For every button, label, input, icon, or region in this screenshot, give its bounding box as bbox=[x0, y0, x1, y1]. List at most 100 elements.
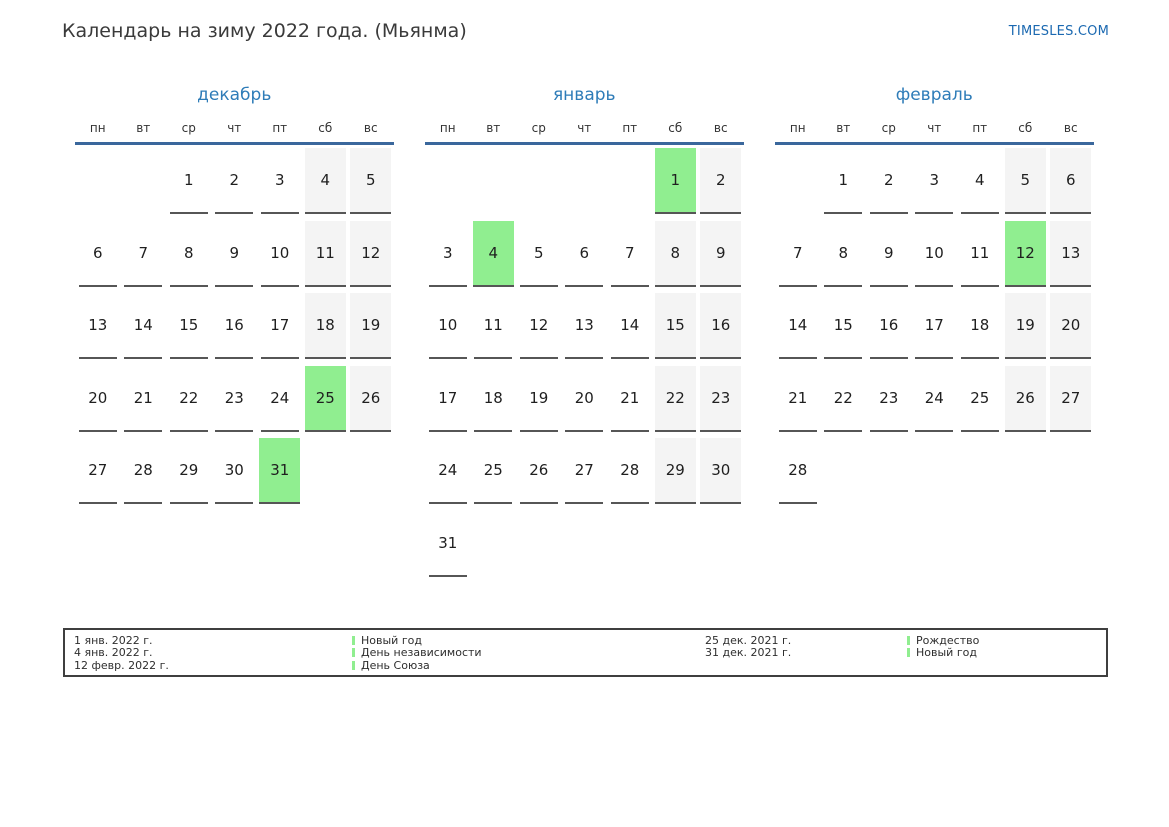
day-cell bbox=[912, 435, 958, 508]
day: 10 bbox=[428, 293, 467, 360]
day: 23 bbox=[700, 365, 742, 432]
week-row: 28 bbox=[775, 435, 1094, 508]
day-cell: 14 bbox=[775, 290, 821, 363]
day-cell: 26 bbox=[348, 363, 394, 436]
day: 7 bbox=[778, 221, 817, 287]
day-cell: 20 bbox=[1048, 290, 1094, 363]
day-cell bbox=[866, 435, 912, 508]
day: 22 bbox=[654, 365, 696, 432]
day: 15 bbox=[654, 293, 696, 360]
legend-holiday-name: Новый год bbox=[352, 634, 422, 647]
day: 13 bbox=[78, 293, 117, 360]
day: 28 bbox=[778, 438, 817, 505]
day: 23 bbox=[215, 366, 254, 432]
day: 28 bbox=[124, 438, 163, 505]
day: 29 bbox=[654, 438, 696, 505]
weekday-label: пн bbox=[89, 121, 106, 135]
day: 6 bbox=[1050, 148, 1092, 214]
month-grid: 1 2 3 4 5 6 7 8 9 10 11 12 13 14 15 16 17 18 19 20 21 22 23 24 2… bbox=[425, 145, 744, 581]
day-cell: 15 bbox=[821, 290, 867, 363]
day-cell: 21 bbox=[121, 363, 167, 436]
day-cell: 11 bbox=[957, 218, 1003, 291]
day: 24 bbox=[428, 438, 467, 505]
weekday-label: сб bbox=[318, 121, 333, 135]
day-cell bbox=[303, 435, 349, 508]
holiday-day: 4 bbox=[472, 220, 514, 287]
weekday-label: пт bbox=[272, 121, 288, 135]
day: 20 bbox=[565, 366, 604, 432]
legend-date: 31 дек. 2021 г. bbox=[705, 646, 792, 660]
day-cell: 17 bbox=[257, 290, 303, 363]
day-cell: 14 bbox=[121, 290, 167, 363]
day: 25 bbox=[474, 438, 513, 505]
day: 26 bbox=[1004, 365, 1046, 432]
day: 11 bbox=[304, 220, 346, 287]
day-cell: 31 bbox=[257, 435, 303, 508]
day: 2 bbox=[869, 148, 908, 214]
day: 8 bbox=[654, 220, 696, 287]
day-cell: 27 bbox=[1048, 363, 1094, 436]
day: 14 bbox=[778, 293, 817, 360]
day-cell: 23 bbox=[866, 363, 912, 436]
day: 6 bbox=[565, 221, 604, 287]
week-row: 10 11 12 13 14 15 16 bbox=[425, 290, 744, 363]
day-cell: 2 bbox=[212, 145, 258, 218]
holiday-marker-icon bbox=[907, 636, 910, 645]
day: 3 bbox=[260, 148, 299, 214]
weekday-label: вс bbox=[363, 121, 378, 135]
day: 11 bbox=[960, 221, 999, 287]
day-cell: 2 bbox=[866, 145, 912, 218]
day-cell: 5 bbox=[1003, 145, 1049, 218]
day-cell: 6 bbox=[75, 218, 121, 291]
day-cell: 25 bbox=[303, 363, 349, 436]
day-cell bbox=[653, 508, 699, 581]
day-cell: 28 bbox=[121, 435, 167, 508]
day-cell: 17 bbox=[425, 363, 471, 436]
day-cell bbox=[562, 145, 608, 218]
day: 24 bbox=[260, 366, 299, 432]
day: 4 bbox=[960, 148, 999, 214]
site-link[interactable]: TIMESLES.COM bbox=[1008, 24, 1109, 39]
day: 2 bbox=[700, 148, 742, 214]
weekday-row: пн вт ср чт пт сб вс bbox=[775, 114, 1094, 145]
day: 13 bbox=[1050, 220, 1092, 287]
holiday-marker-icon bbox=[352, 648, 355, 658]
legend-row: 25 дек. 2021 г. Рождество bbox=[705, 634, 979, 647]
day: 21 bbox=[778, 366, 817, 432]
day-cell: 30 bbox=[698, 435, 744, 508]
day-cell: 16 bbox=[698, 290, 744, 363]
day-cell: 3 bbox=[425, 218, 471, 291]
day: 16 bbox=[215, 293, 254, 360]
weekday-label: вс bbox=[713, 121, 728, 135]
day-cell: 20 bbox=[75, 363, 121, 436]
day-cell bbox=[775, 145, 821, 218]
day-cell: 13 bbox=[562, 290, 608, 363]
day-cell: 21 bbox=[775, 363, 821, 436]
holiday-marker-icon bbox=[352, 636, 355, 645]
day-cell bbox=[957, 435, 1003, 508]
week-row: 17 18 19 20 21 22 23 bbox=[425, 363, 744, 436]
legend-row: 4 янв. 2022 г. День независимости bbox=[74, 646, 482, 659]
day-cell bbox=[1003, 435, 1049, 508]
day-cell: 10 bbox=[912, 218, 958, 291]
day-cell: 7 bbox=[775, 218, 821, 291]
weekday-label: вс bbox=[1063, 121, 1078, 135]
legend-date: 25 дек. 2021 г. bbox=[705, 634, 792, 647]
day-cell bbox=[607, 145, 653, 218]
day: 7 bbox=[610, 221, 649, 287]
week-row: 6 7 8 9 10 11 12 bbox=[75, 218, 394, 291]
day-cell: 7 bbox=[607, 218, 653, 291]
weekday-label: чт bbox=[577, 121, 592, 135]
day: 18 bbox=[474, 366, 513, 432]
day-cell: 7 bbox=[121, 218, 167, 291]
month-grid: 1 2 3 4 5 6 7 8 9 10 11 12 13 14 15 16 17 18 19 20 21 22 23 24 2… bbox=[775, 145, 1094, 508]
day: 8 bbox=[169, 221, 208, 287]
week-row: 21 22 23 24 25 26 27 bbox=[775, 363, 1094, 436]
day: 17 bbox=[428, 366, 467, 432]
day: 3 bbox=[428, 221, 467, 287]
